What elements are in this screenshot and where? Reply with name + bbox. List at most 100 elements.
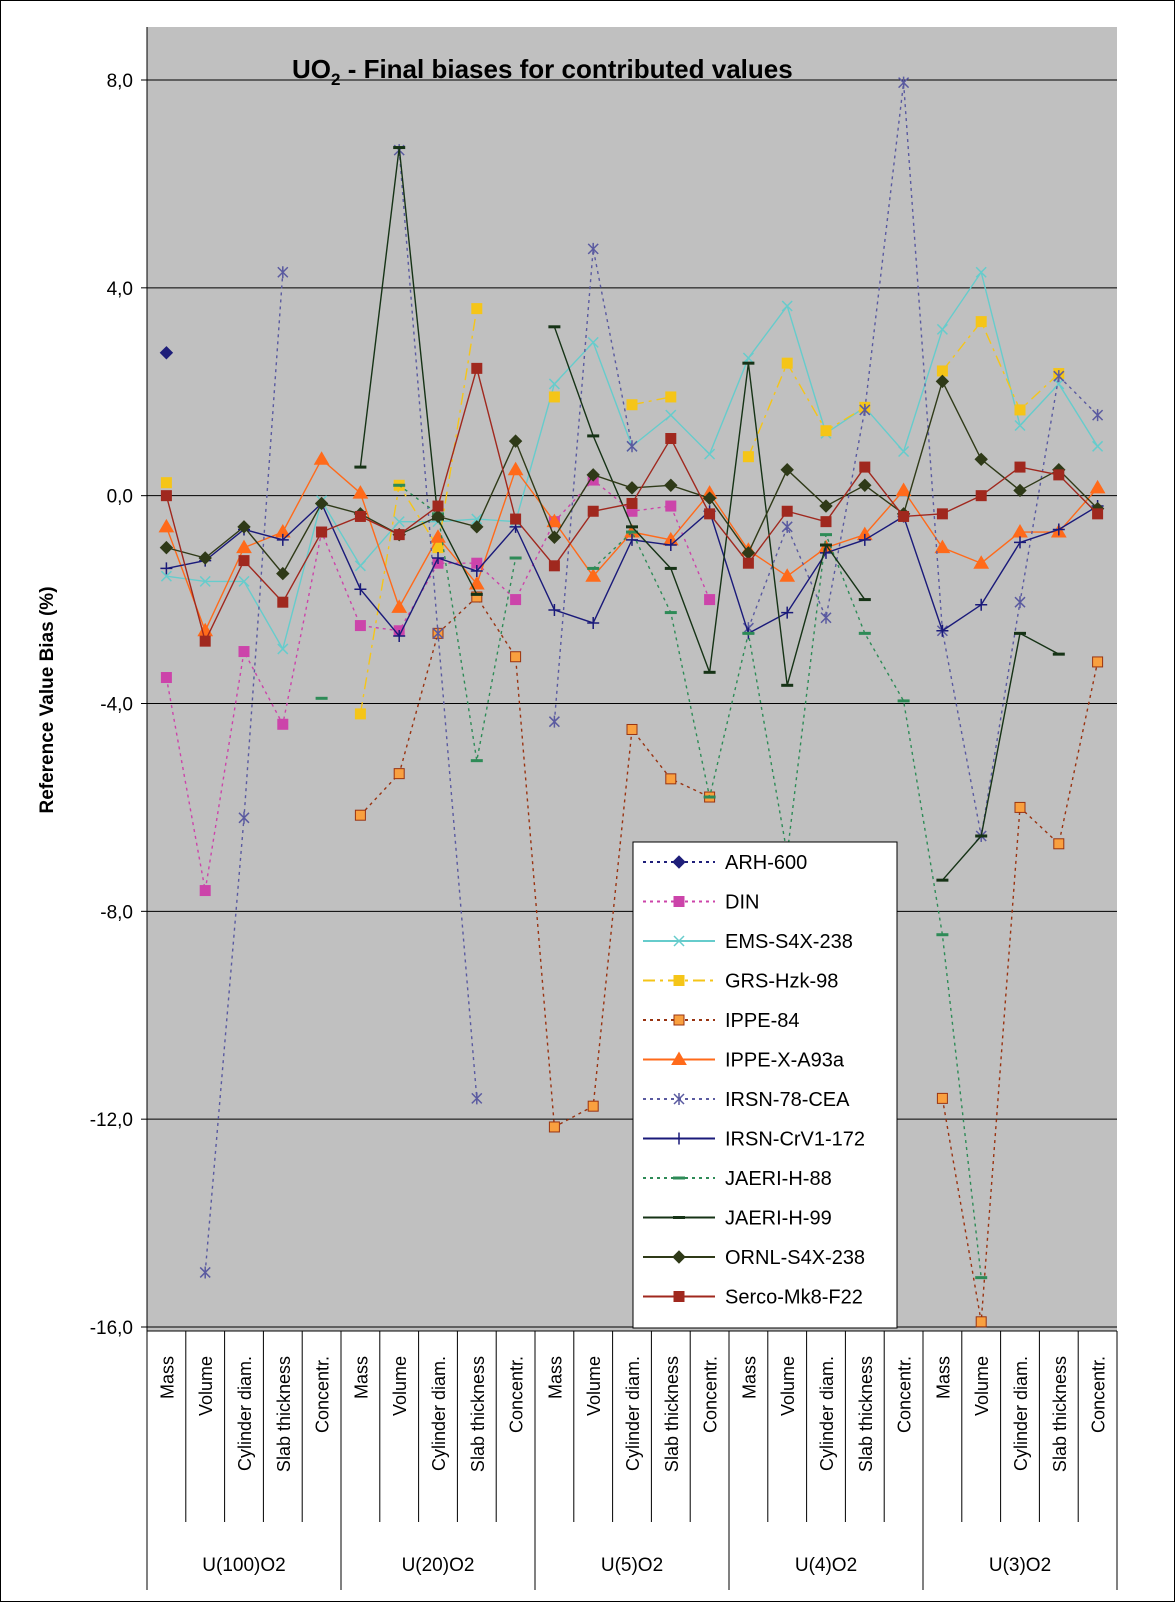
point-marker [974,452,988,467]
point-marker [471,1092,483,1105]
point-marker [702,491,717,505]
legend: ARH-600 DIN EMS-S4X-238 GRS-Hzk-98 IPPE-84 IP… [632,841,898,1329]
point-marker [936,508,948,520]
point-marker [1053,469,1065,481]
gridlines [147,79,1117,1328]
point-marker [199,635,211,647]
legend-label: IPPE-84 [725,1010,799,1032]
point-marker [819,499,833,513]
point-marker [664,539,677,552]
point-marker [780,462,794,477]
legend-label: Serco-Mk8-F22 [725,1287,863,1309]
point-marker [935,374,950,389]
point-marker [858,478,872,492]
point-marker [237,520,251,534]
point-marker [665,409,677,421]
point-marker [393,483,406,487]
point-marker [393,529,405,541]
point-marker [936,323,948,335]
legend-swatch-marker [673,1216,685,1219]
point-marker [393,146,406,150]
point-marker [975,1276,988,1280]
x-tick-label: Slab thickness [274,1356,294,1472]
point-marker [470,520,484,534]
y-tick-label: 8,0 [107,71,133,92]
x-tick-label: Concentr. [1089,1356,1109,1433]
point-marker [742,361,755,365]
point-marker [1053,378,1065,390]
point-marker [393,516,405,528]
point-marker [547,530,562,544]
legend-item: GRS-Hzk-98 [643,971,838,993]
series-jaeri-h-99 [354,146,1065,882]
legend-label: GRS-Hzk-98 [725,971,838,993]
point-marker [508,434,523,448]
legend-item: Serco-Mk8-F22 [643,1287,863,1309]
legend-box [632,841,898,1329]
point-marker [159,346,174,360]
point-marker [585,568,602,582]
legend-item: JAERI-H-88 [643,1168,832,1190]
point-marker [277,718,289,730]
point-marker [315,696,328,700]
x-tick-label: Concentr. [313,1356,333,1433]
point-marker [975,316,987,328]
legend-swatch-marker [673,896,685,907]
legend-item: JAERI-H-99 [643,1208,832,1230]
point-marker [665,500,677,512]
point-marker [898,445,910,458]
x-tick-label: Concentr. [507,1356,527,1433]
series-irsn-78-cea [199,76,1104,1279]
x-tick-label: Cylinder diam. [1011,1356,1031,1471]
point-marker [160,477,172,489]
point-marker [1013,483,1027,498]
legend-item: ARH-600 [643,852,807,874]
axes: 8,0 4,0 0,0 -4,0 -8,0 -12,0 -16,0 Mass Volume Cyl… [90,27,1118,1590]
title-subscript: 2 [331,70,340,89]
y-tick-label: 0,0 [107,487,133,508]
group-label: U(4)O2 [795,1555,857,1576]
point-marker [160,570,172,582]
point-marker [742,352,754,364]
legend-swatch-marker [672,1250,686,1264]
legend-label: JAERI-H-88 [725,1168,832,1190]
x-tick-label: Cylinder diam. [429,1356,449,1471]
x-tick-label: Mass [157,1356,177,1399]
point-marker [1014,536,1026,549]
point-marker [587,336,599,348]
x-tick-label: Slab thickness [662,1356,682,1472]
x-tick-label: Cylinder diam. [623,1356,643,1471]
point-marker [665,433,677,445]
point-marker [859,403,871,416]
x-tick-label: Volume [972,1356,992,1416]
point-marker [858,631,871,635]
x-tick-label: Volume [196,1356,216,1416]
point-marker [471,303,483,315]
x-tick-label: Mass [739,1356,759,1399]
point-marker [858,598,871,602]
group-label: U(5)O2 [601,1555,663,1576]
point-marker [587,242,599,255]
x-tick-label: Cylinder diam. [817,1356,837,1471]
legend-item: IPPE-X-A93a [643,1050,845,1072]
point-marker [548,715,560,728]
point-marker [199,575,211,587]
point-marker [354,809,366,821]
point-marker [276,533,289,546]
point-marker [352,485,369,499]
point-marker [1053,370,1065,383]
point-marker [975,834,988,838]
point-marker [936,933,949,937]
y-tick-label: -8,0 [100,902,133,923]
point-marker [895,482,912,496]
point-marker [1053,838,1065,850]
point-marker [859,461,871,473]
point-marker [820,516,832,528]
legend-item: DIN [643,892,759,914]
point-marker [277,596,289,608]
series-line [747,82,1099,837]
point-marker [781,357,793,369]
series-line [359,147,478,595]
